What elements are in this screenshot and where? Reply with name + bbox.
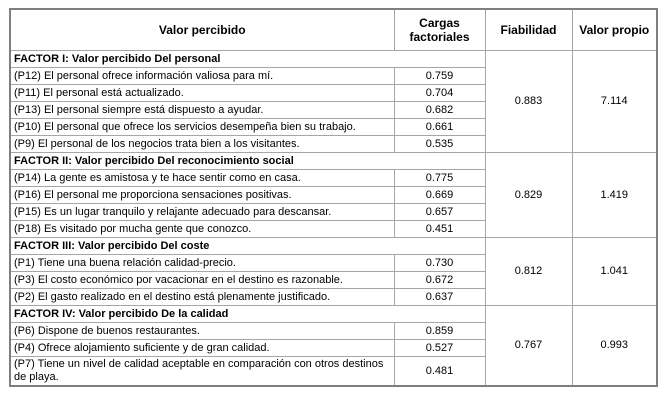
item-text: (P6) Dispone de buenos restaurantes. (9, 322, 395, 340)
header-cargas-factoriales: Cargas factoriales (393, 8, 486, 51)
factor-header-row: FACTOR I: Valor percibido Del personal 0.… (9, 50, 658, 153)
factor-analysis-table: Valor percibido Cargas factoriales Fiabi… (9, 8, 658, 387)
item-text: (P16) El personal me proporciona sensaci… (9, 186, 395, 204)
factor-loading-value: 0.451 (393, 220, 486, 238)
item-row: (P13) El personal siempre está dispuesto… (9, 101, 657, 119)
item-row: (P9) El personal de los negocios trata b… (9, 135, 657, 153)
item-row: (P18) Es visitado por mucha gente que co… (9, 220, 657, 238)
factor-header-row: FACTOR III: Valor percibido Del coste 0.8… (9, 237, 658, 306)
factor-header-row: FACTOR II: Valor percibido Del reconocim… (9, 152, 658, 238)
item-text: (P15) Es un lugar tranquilo y relajante … (9, 203, 395, 221)
eigenvalue-value: 1.419 (571, 152, 658, 238)
item-text: (P3) El costo económico por vacacionar e… (9, 271, 395, 289)
factor-loading-value: 0.669 (393, 186, 486, 204)
eigenvalue-value: 0.993 (571, 305, 658, 387)
reliability-value: 0.829 (484, 152, 573, 238)
item-text: (P13) El personal siempre está dispuesto… (9, 101, 395, 119)
factor-header-row: FACTOR IV: Valor percibido De la calidad… (9, 305, 658, 387)
item-text: (P10) El personal que ofrece los servici… (9, 118, 395, 136)
factor-loading-value: 0.535 (393, 135, 486, 153)
factor-loading-value: 0.527 (393, 339, 486, 357)
item-row: (P14) La gente es amistosa y te hace sen… (9, 169, 657, 187)
header-row: Valor percibido Cargas factoriales Fiabi… (9, 8, 658, 51)
item-row: (P11) El personal está actualizado. 0.704 (9, 84, 657, 102)
factor-loading-value: 0.775 (393, 169, 486, 187)
table-body: FACTOR I: Valor percibido Del personal 0.… (9, 50, 658, 387)
factor-title: FACTOR IV: Valor percibido De la calidad (9, 305, 486, 323)
item-text: (P12) El personal ofrece información val… (9, 67, 395, 85)
item-text: (P14) La gente es amistosa y te hace sen… (9, 169, 395, 187)
factor-loading-value: 0.481 (393, 356, 486, 387)
factor-title: FACTOR I: Valor percibido Del personal (9, 50, 486, 68)
reliability-value: 0.883 (484, 50, 573, 153)
factor-loading-value: 0.704 (393, 84, 486, 102)
factor-loading-value: 0.759 (393, 67, 486, 85)
factor-loading-value: 0.859 (393, 322, 486, 340)
item-text: (P18) Es visitado por mucha gente que co… (9, 220, 395, 238)
item-text: (P7) Tiene un nivel de calidad aceptable… (9, 356, 395, 387)
factor-loading-value: 0.682 (393, 101, 486, 119)
item-row: (P1) Tiene una buena relación calidad-pr… (9, 254, 657, 272)
item-text: (P4) Ofrece alojamiento suficiente y de … (9, 339, 395, 357)
reliability-value: 0.767 (484, 305, 573, 387)
header-valor-percibido: Valor percibido (9, 8, 395, 51)
reliability-value: 0.812 (484, 237, 573, 306)
eigenvalue-value: 1.041 (571, 237, 658, 306)
item-text: (P11) El personal está actualizado. (9, 84, 395, 102)
factor-loading-value: 0.730 (393, 254, 486, 272)
item-row: (P12) El personal ofrece información val… (9, 67, 657, 85)
factor-loading-value: 0.657 (393, 203, 486, 221)
factor-title: FACTOR III: Valor percibido Del coste (9, 237, 486, 255)
item-row: (P4) Ofrece alojamiento suficiente y de … (9, 339, 657, 357)
table-header: Valor percibido Cargas factoriales Fiabi… (9, 8, 658, 51)
factor-loading-value: 0.637 (393, 288, 486, 306)
item-text: (P2) El gasto realizado en el destino es… (9, 288, 395, 306)
header-fiabilidad: Fiabilidad (484, 8, 573, 51)
item-text: (P9) El personal de los negocios trata b… (9, 135, 395, 153)
eigenvalue-value: 7.114 (571, 50, 658, 153)
header-valor-propio: Valor propio (571, 8, 658, 51)
factor-title: FACTOR II: Valor percibido Del reconocim… (9, 152, 486, 170)
factor-loading-value: 0.672 (393, 271, 486, 289)
factor-loading-value: 0.661 (393, 118, 486, 136)
item-row: (P16) El personal me proporciona sensaci… (9, 186, 657, 204)
item-row: (P15) Es un lugar tranquilo y relajante … (9, 203, 657, 221)
item-row: (P7) Tiene un nivel de calidad aceptable… (9, 356, 657, 387)
item-text: (P1) Tiene una buena relación calidad-pr… (9, 254, 395, 272)
